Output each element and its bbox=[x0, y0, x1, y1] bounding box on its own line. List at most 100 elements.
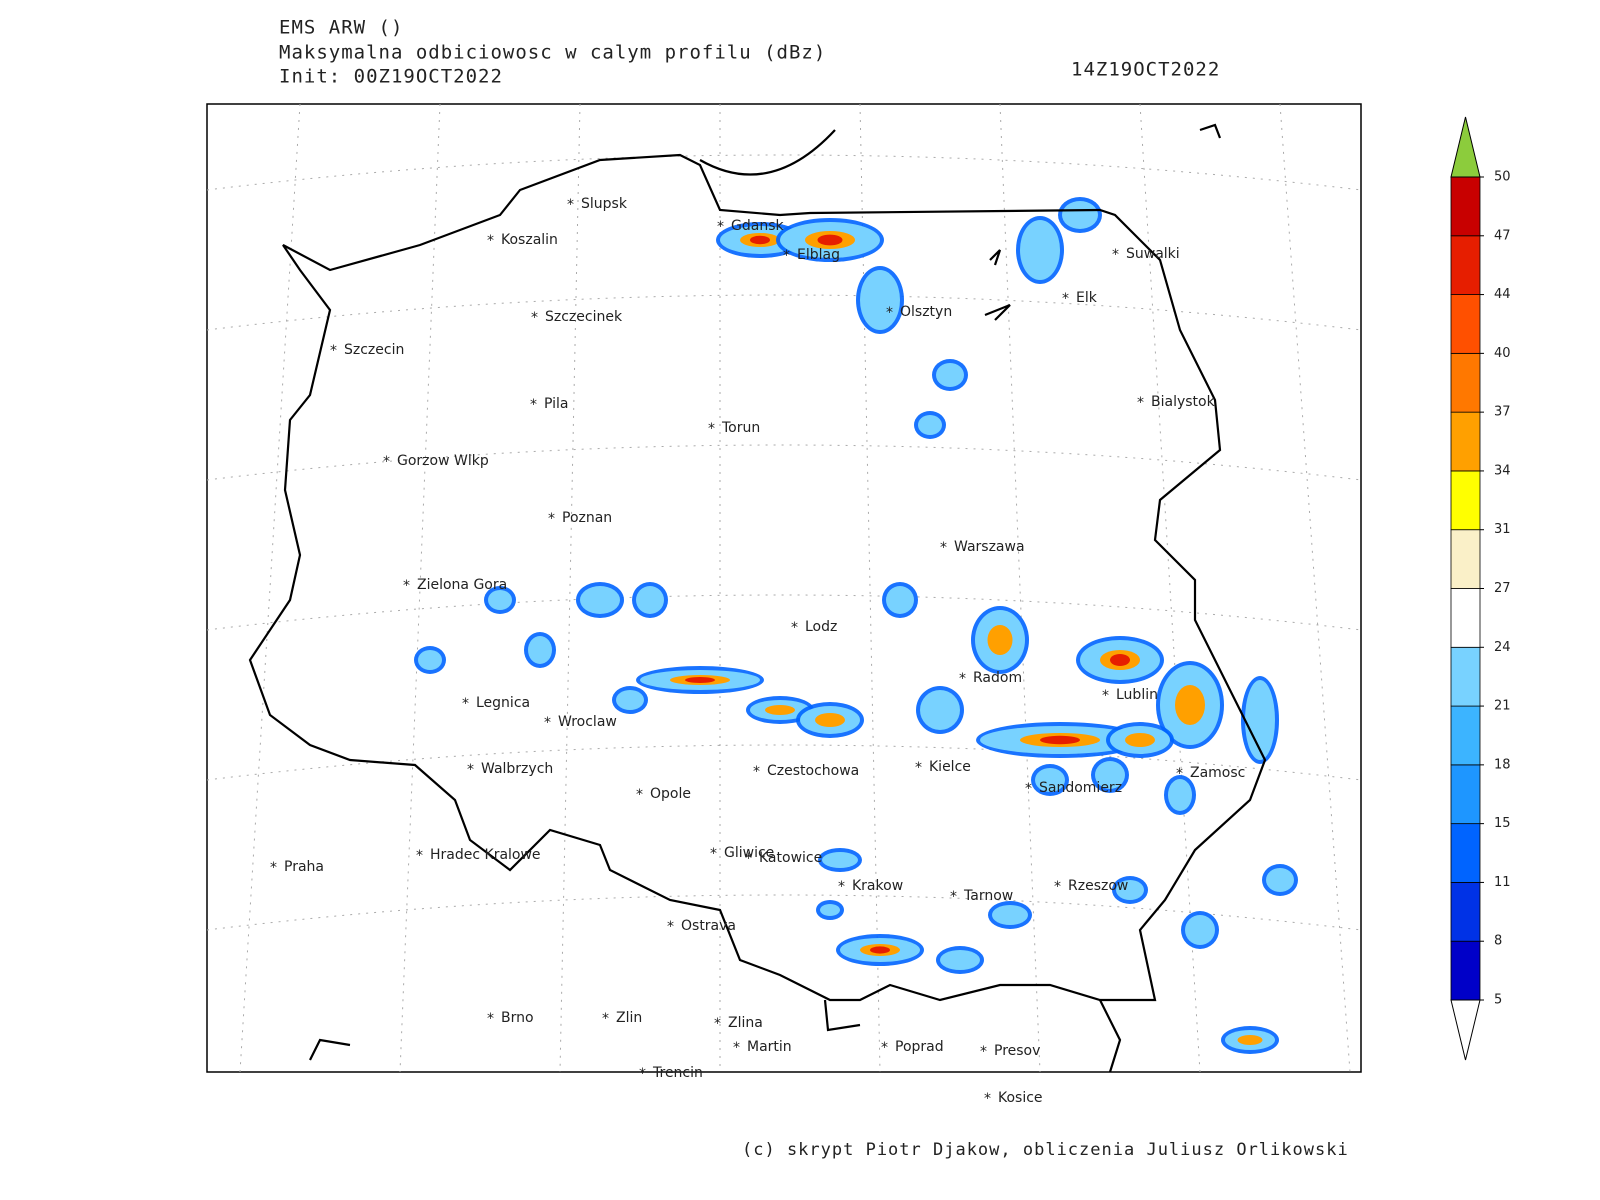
city-marker: * bbox=[940, 540, 947, 556]
cell bbox=[820, 904, 840, 916]
cell-core bbox=[817, 234, 843, 246]
cell-core bbox=[987, 625, 1013, 655]
borders bbox=[248, 123, 1267, 1073]
field-title: Maksymalna odbiciowosc w calym profilu (… bbox=[279, 42, 826, 64]
city-label: Olsztyn bbox=[900, 304, 952, 320]
reflectivity-cells bbox=[414, 197, 1298, 1054]
city-label: Krakow bbox=[852, 878, 903, 894]
cell bbox=[528, 636, 552, 664]
city-marker: * bbox=[270, 860, 277, 876]
city-marker: * bbox=[980, 1044, 987, 1060]
city-marker: * bbox=[548, 511, 555, 527]
city-marker: * bbox=[487, 233, 494, 249]
city-label: Brno bbox=[501, 1010, 534, 1026]
city-label: Poprad bbox=[895, 1039, 944, 1055]
city-marker: * bbox=[1112, 247, 1119, 263]
city-label: Szczecinek bbox=[545, 309, 623, 325]
city-marker: * bbox=[717, 219, 724, 235]
colorbar-label: 11 bbox=[1494, 875, 1511, 890]
colorbar-label: 40 bbox=[1494, 346, 1511, 361]
city-label: Suwalki bbox=[1126, 246, 1180, 262]
cell bbox=[1020, 220, 1060, 280]
city-marker: * bbox=[950, 889, 957, 905]
cell bbox=[1168, 779, 1192, 811]
city-label: Wroclaw bbox=[558, 714, 617, 730]
city-marker: * bbox=[383, 454, 390, 470]
city-label: Rzeszow bbox=[1068, 878, 1128, 894]
city-marker: * bbox=[1176, 766, 1183, 782]
credit: (c) skrypt Piotr Djakow, obliczenia Juli… bbox=[742, 1140, 1349, 1160]
colorbar-segment bbox=[1450, 411, 1481, 472]
city-label: Gorzow Wlkp bbox=[397, 453, 489, 469]
city-label: Radom bbox=[973, 670, 1022, 686]
city-label: Szczecin bbox=[344, 342, 404, 358]
city-marker: * bbox=[838, 879, 845, 895]
city-marker: * bbox=[753, 764, 760, 780]
city-marker: * bbox=[330, 343, 337, 359]
city-label: Lublin bbox=[1116, 687, 1158, 703]
colorbar-segment bbox=[1450, 529, 1481, 589]
colorbar-segment bbox=[1450, 235, 1481, 295]
city-marker: * bbox=[567, 197, 574, 213]
city-label: Opole bbox=[650, 786, 691, 802]
cell-core bbox=[1040, 735, 1080, 745]
cell bbox=[1062, 201, 1098, 229]
cell bbox=[860, 270, 900, 330]
cell-core bbox=[1175, 685, 1205, 725]
city-label: Torun bbox=[721, 420, 760, 436]
cell bbox=[940, 950, 980, 970]
city-marker: * bbox=[708, 421, 715, 437]
city-marker: * bbox=[959, 671, 966, 687]
city-label: Zamosc bbox=[1190, 765, 1245, 781]
cell-core bbox=[870, 946, 890, 954]
cell bbox=[636, 586, 664, 614]
cell bbox=[918, 415, 942, 435]
cell-core bbox=[765, 705, 795, 715]
city-label: Katowice bbox=[759, 850, 822, 866]
city-label: Warszawa bbox=[954, 539, 1025, 555]
cell-core bbox=[685, 677, 715, 683]
city-label: Tarnow bbox=[963, 888, 1013, 904]
cell bbox=[488, 590, 512, 610]
city-marker: * bbox=[403, 578, 410, 594]
cell bbox=[1185, 915, 1215, 945]
city-label: Koszalin bbox=[501, 232, 558, 248]
colorbar-over bbox=[1450, 116, 1481, 178]
cell-core bbox=[750, 235, 770, 245]
city-label: Martin bbox=[747, 1039, 792, 1055]
city-marker: * bbox=[710, 846, 717, 862]
colorbar-label: 34 bbox=[1494, 463, 1511, 478]
cell bbox=[822, 852, 858, 868]
cell bbox=[1266, 868, 1294, 892]
city-marker: * bbox=[783, 248, 790, 264]
cell bbox=[1095, 761, 1125, 789]
city-label: Kosice bbox=[998, 1090, 1043, 1106]
cell bbox=[1116, 880, 1144, 900]
city-label: Bialystok bbox=[1151, 394, 1216, 410]
city-label: Poznan bbox=[562, 510, 612, 526]
colorbar-segment bbox=[1450, 470, 1481, 531]
cell bbox=[886, 586, 914, 614]
cell bbox=[418, 650, 442, 670]
city-label: Slupsk bbox=[581, 196, 628, 212]
colorbar-label: 18 bbox=[1494, 757, 1511, 772]
city-marker: * bbox=[636, 787, 643, 803]
colorbar-segment bbox=[1450, 176, 1481, 237]
city-marker: * bbox=[1054, 879, 1061, 895]
colorbar-label: 27 bbox=[1494, 581, 1511, 596]
city-marker: * bbox=[886, 305, 893, 321]
city-marker: * bbox=[1062, 291, 1069, 307]
city-marker: * bbox=[544, 715, 551, 731]
city-marker: * bbox=[667, 919, 674, 935]
city-label: Zielona Gora bbox=[417, 577, 507, 593]
city-label: Lodz bbox=[805, 619, 837, 635]
city-marker: * bbox=[714, 1016, 721, 1032]
colorbar-segment bbox=[1450, 294, 1481, 354]
city-label: Kielce bbox=[929, 759, 971, 775]
cell bbox=[992, 905, 1028, 925]
cell-core bbox=[1110, 654, 1130, 666]
city-label: Elk bbox=[1076, 290, 1098, 306]
city-label: Zlina bbox=[728, 1015, 763, 1031]
city-marker: * bbox=[487, 1011, 494, 1027]
